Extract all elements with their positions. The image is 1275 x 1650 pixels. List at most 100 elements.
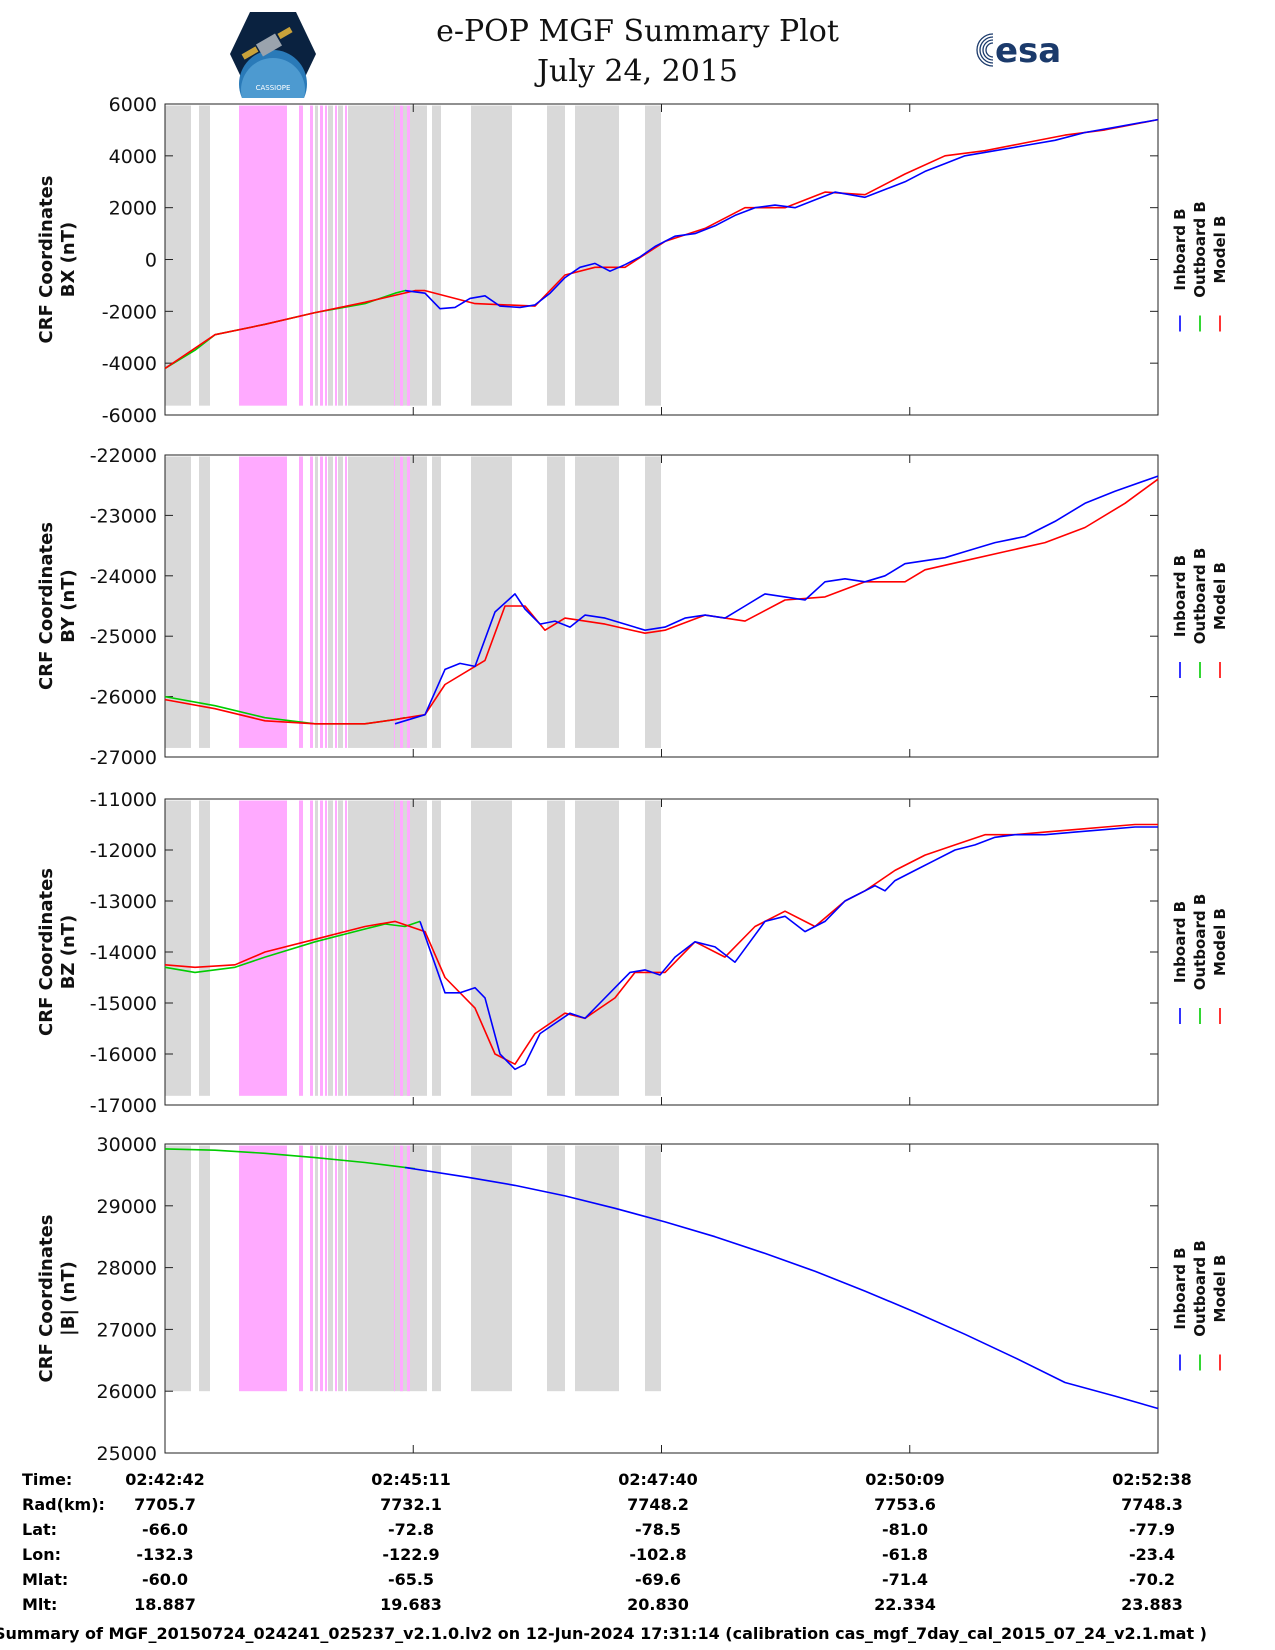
cell: 20.830 [627, 1595, 689, 1614]
y-tick-label: 27000 [97, 1319, 157, 1341]
series-line-inboard-b [419, 826, 1158, 1071]
y-tick-label: 0 [145, 250, 157, 272]
gray-shade-band [432, 1145, 441, 1392]
y-axis-label: CRF Coordinates [36, 176, 57, 344]
pink-shade-band [320, 105, 323, 406]
row-label-lon: Lon: [22, 1545, 61, 1564]
cell: 18.887 [134, 1595, 196, 1614]
pink-shade-band [325, 1145, 327, 1392]
ephemeris-table: Time: Rad(km): Lat: Lon: Mlat: Mlt: 02:4… [0, 1470, 1275, 1620]
gray-shade-band [338, 1145, 343, 1392]
pink-shade-band [345, 456, 347, 748]
gray-shade-band [348, 1145, 427, 1392]
cell: -70.2 [1128, 1570, 1176, 1589]
pink-shade-band [400, 456, 403, 748]
pink-shade-band [335, 456, 337, 748]
y-axis-label: BZ (nT) [58, 915, 79, 990]
gray-shade-band [471, 800, 512, 1096]
cell: -60.0 [141, 1570, 189, 1589]
y-tick-label: -2000 [102, 301, 157, 323]
gray-shade-band [199, 800, 210, 1096]
y-tick-label: 30000 [97, 1134, 157, 1156]
gray-shade-band [432, 800, 441, 1096]
series-line-inboard-b [394, 475, 1159, 725]
cell: 22.334 [874, 1595, 936, 1614]
cell: 23.883 [1121, 1595, 1183, 1614]
series-line-outboard-b [164, 1148, 416, 1170]
panel-1: 6000 4000 2000 0 -2000 -4000 -6000 CRF Coordina… [36, 94, 1229, 427]
pink-shade-band [400, 105, 403, 406]
gray-shade-band [575, 105, 619, 406]
y-axis-label: BX (nT) [58, 222, 79, 297]
y-axis-label: CRF Coordinates [36, 868, 57, 1036]
gray-shade-band [315, 456, 318, 748]
series-line-model-b [164, 823, 1158, 1065]
panel-4: 30000 29000 28000 27000 26000 25000 CRF Coordi… [36, 1134, 1229, 1465]
cassiope-logo-text: CASSIOPE [256, 84, 291, 92]
gray-shade-band [165, 1145, 191, 1392]
pink-shade-band [407, 1145, 410, 1392]
plot-date: July 24, 2015 [536, 54, 739, 89]
gray-shade-band [471, 1145, 512, 1392]
row-label-rad: Rad(km): [22, 1495, 105, 1514]
y-tick-label: 4000 [109, 146, 157, 168]
pink-shade-band [335, 105, 337, 406]
y-tick-label: -17000 [90, 1095, 157, 1117]
y-tick-label: 26000 [97, 1381, 157, 1403]
axes-frame [164, 1143, 1159, 1454]
pink-shade-band [335, 1145, 337, 1392]
legend-label: Inboard B [1171, 901, 1189, 983]
gray-shade-band [645, 456, 661, 748]
gray-shade-band [547, 800, 565, 1096]
gray-shade-band [547, 105, 565, 406]
gray-shade-band [199, 105, 210, 406]
pink-shade-band [325, 105, 327, 406]
cell: 7705.7 [134, 1495, 196, 1514]
legend-label: Inboard B [1171, 555, 1189, 637]
legend-label: Inboard B [1171, 1247, 1189, 1329]
pink-shade-band [394, 800, 395, 1096]
pink-shade-band [239, 1145, 287, 1392]
pink-shade-band [407, 800, 410, 1096]
cell: -132.3 [136, 1545, 194, 1564]
gray-shade-band [432, 105, 441, 406]
cell: 02:52:38 [1112, 1470, 1192, 1489]
legend-label: Outboard B [1191, 894, 1209, 991]
footer-summary: Summary of MGF_20150724_024241_025237_v2… [0, 1624, 1207, 1643]
y-tick-label: -16000 [90, 1044, 157, 1066]
esa-logo: esa [976, 31, 1061, 70]
pink-shade-band [239, 456, 287, 748]
y-tick-label: -26000 [90, 687, 157, 709]
y-tick-label: -24000 [90, 566, 157, 588]
cell: -78.5 [634, 1520, 682, 1539]
cell: -81.0 [881, 1520, 929, 1539]
pink-shade-band [310, 1145, 313, 1392]
cell: 02:45:11 [371, 1470, 451, 1489]
row-label-lat: Lat: [22, 1520, 58, 1539]
pink-shade-band [394, 105, 395, 406]
gray-shade-band [328, 105, 333, 406]
gray-shade-band [575, 456, 619, 748]
series-line-model-b [164, 478, 1159, 725]
y-tick-label: -4000 [102, 353, 157, 375]
gray-shade-band [348, 105, 427, 406]
y-tick-label: -15000 [90, 993, 157, 1015]
y-tick-label: 2000 [109, 198, 157, 220]
pink-shade-band [299, 800, 303, 1096]
cell: -23.4 [1128, 1545, 1176, 1564]
cell: -77.9 [1128, 1520, 1176, 1539]
gray-shade-band [199, 456, 210, 748]
row-label-mlat: Mlat: [22, 1570, 69, 1589]
pink-shade-band [239, 105, 287, 406]
cell: -71.4 [881, 1570, 929, 1589]
pink-shade-band [310, 800, 313, 1096]
series-line-outboard-b [164, 920, 421, 974]
gray-shade-band [547, 456, 565, 748]
legend-label: Inboard B [1171, 208, 1189, 290]
pink-shade-band [325, 456, 327, 748]
cell: -102.8 [629, 1545, 687, 1564]
pink-shade-band [335, 800, 337, 1096]
cell: 7732.1 [380, 1495, 442, 1514]
y-tick-label: 6000 [109, 94, 157, 116]
pink-shade-band [345, 800, 347, 1096]
